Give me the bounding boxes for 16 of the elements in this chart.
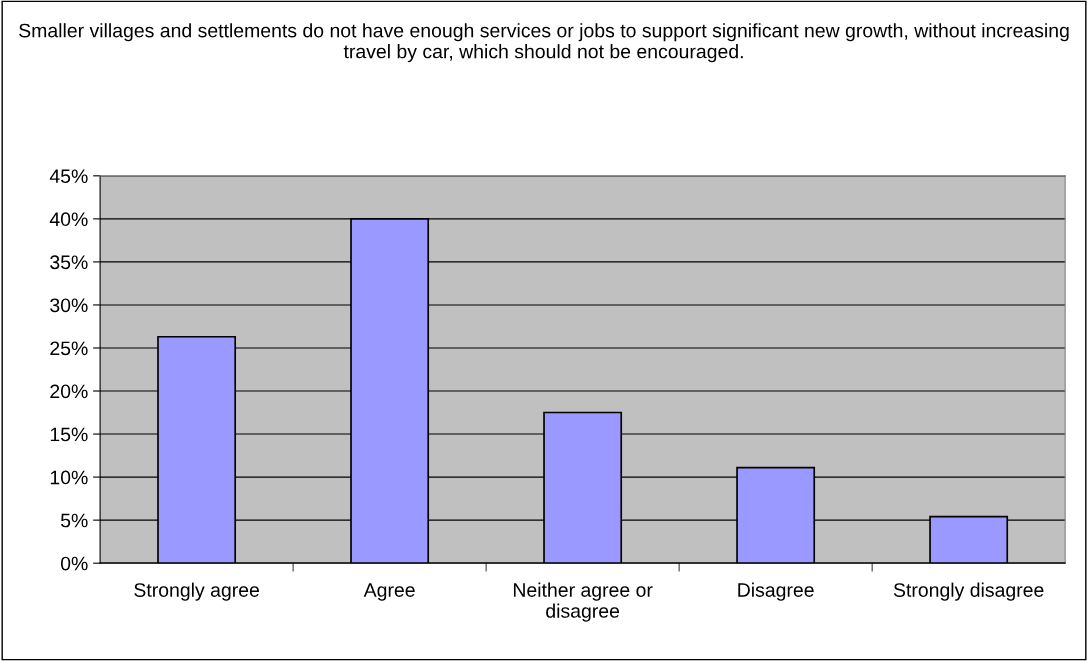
- y-tick-label: 25%: [50, 341, 88, 356]
- chart-title: Smaller villages and settlements do not have enough services or jobs to support significant new growth, without increasing travel by car, which should not be encouraged.: [19, 23, 1069, 63]
- x-tick-label: Strongly agree: [134, 582, 259, 601]
- y-tick-label: 35%: [50, 255, 88, 270]
- y-tick-label: 20%: [50, 384, 88, 399]
- x-tick-label: Agree: [363, 583, 415, 601]
- y-tick-label: 0%: [60, 556, 88, 571]
- y-tick-label: 5%: [60, 513, 88, 528]
- x-tick-label: Strongly disagree: [893, 582, 1044, 601]
- y-tick-label: 40%: [49, 212, 88, 227]
- x-tick-label: Neither agree or disagree: [513, 582, 653, 622]
- y-tick-label: 10%: [50, 470, 88, 485]
- y-tick-label: 45%: [49, 169, 88, 184]
- x-tick-label: Disagree: [738, 582, 814, 601]
- y-tick-label: 15%: [50, 427, 88, 442]
- y-tick-label: 30%: [50, 298, 88, 313]
